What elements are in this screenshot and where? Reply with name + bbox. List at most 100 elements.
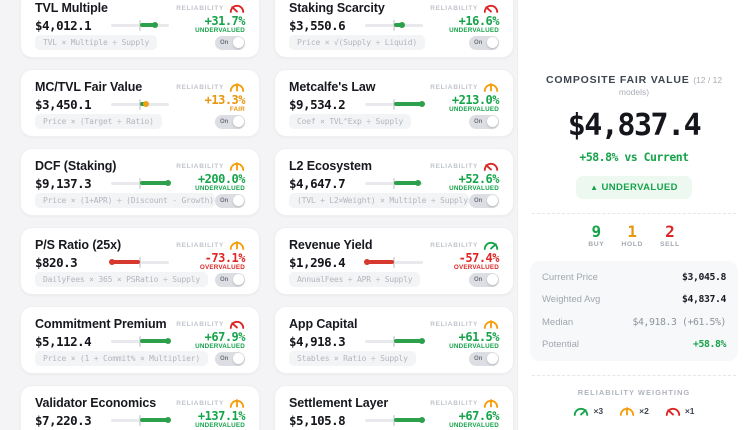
model-toggle[interactable]: On: [215, 114, 245, 129]
model-card: Staking Scarcity RELIABILITY $3,550.6 +1…: [274, 0, 514, 58]
slider-fill: [140, 181, 168, 186]
model-formula: Price × (1 + Commit% × Multiplier): [35, 351, 208, 367]
models-grid: TVL Multiple RELIABILITY $4,012.1 +31.7%…: [20, 0, 514, 430]
reliability-gauge-icon: [483, 4, 499, 13]
valuation-slider: [111, 177, 171, 189]
stat-value: $3,045.8: [682, 271, 726, 283]
model-status: UNDERVALUED: [195, 422, 245, 430]
model-deviation: +200.0% UNDERVALUED: [179, 172, 245, 193]
toggle-knob: [486, 116, 498, 128]
weighting-x1: ×1: [665, 405, 695, 417]
reliability-gauge-icon: [483, 320, 499, 329]
slider-dot: [164, 180, 171, 187]
model-card-footer: Price × √(Supply ÷ Liquid) On: [289, 35, 499, 51]
model-toggle[interactable]: On: [469, 193, 499, 208]
toggle-knob: [232, 116, 244, 128]
reliability-label: RELIABILITY: [176, 320, 224, 328]
model-toggle[interactable]: On: [215, 35, 245, 50]
toggle-knob: [232, 274, 244, 286]
composite-title-text: COMPOSITE FAIR VALUE: [545, 74, 690, 86]
model-value-row: $5,105.8 +67.6% UNDERVALUED: [289, 409, 500, 430]
model-toggle[interactable]: On: [215, 351, 245, 366]
valuation-slider: [111, 335, 171, 347]
model-status: UNDERVALUED: [195, 185, 245, 193]
model-status: UNDERVALUED: [449, 422, 499, 430]
slider-fill: [367, 260, 394, 265]
model-card-footer: Price × (1+APR) ÷ (Discount - Growth) On: [35, 193, 245, 209]
model-toggle[interactable]: On: [469, 272, 499, 287]
model-title: MC/TVL Fair Value: [35, 80, 143, 94]
reliability-gauge-icon: [483, 399, 499, 408]
slider-dot: [415, 180, 422, 187]
model-card-header: Commitment Premium RELIABILITY: [35, 317, 245, 331]
sell-signal: 2 SELL: [660, 222, 680, 249]
model-pct: +31.7%: [204, 14, 246, 28]
model-card-header: Staking Scarcity RELIABILITY: [289, 1, 499, 15]
toggle-knob: [232, 195, 244, 207]
toggle-knob: [486, 195, 498, 207]
model-card-footer: DailyFees × 365 × PSRatio ÷ Supply On: [35, 272, 245, 288]
model-title: Commitment Premium: [35, 317, 167, 331]
toggle-on-label: On: [474, 355, 483, 362]
model-value-row: $9,137.3 +200.0% UNDERVALUED: [35, 172, 246, 193]
stat-label: Weighted Avg: [542, 294, 601, 306]
hold-count: 1: [627, 222, 637, 241]
reliability-gauge-icon: [229, 83, 245, 92]
model-fair-value: $3,450.1: [35, 96, 92, 112]
model-toggle[interactable]: On: [215, 193, 245, 208]
valuation-slider: [364, 256, 423, 268]
slider-fill: [394, 339, 422, 344]
multiplier-label: ×1: [684, 406, 695, 417]
model-value-row: $820.3 -73.1% OVERVALUED: [35, 251, 246, 272]
model-value-row: $4,918.3 +61.5% UNDERVALUED: [289, 330, 500, 351]
toggle-on-label: On: [474, 39, 483, 46]
model-card-footer: Coef × TVL^Exp ÷ Supply On: [289, 114, 499, 130]
stat-median: Median $4,918.3 (+61.5%): [542, 311, 726, 334]
reliability-indicator: RELIABILITY: [430, 397, 499, 409]
badge-label: UNDERVALUED: [601, 182, 678, 193]
model-card-footer: Price × (Target ÷ Ratio) On: [35, 114, 245, 130]
model-title: Settlement Layer: [289, 396, 389, 410]
reliability-label: RELIABILITY: [176, 4, 224, 12]
model-pct: +13.3%: [204, 93, 246, 107]
model-deviation: +52.6% UNDERVALUED: [433, 172, 499, 193]
reliability-label: RELIABILITY: [430, 241, 478, 249]
model-card: Metcalfe's Law RELIABILITY $9,534.2 +213…: [274, 69, 514, 137]
slider-center-tick: [393, 256, 395, 268]
valuation-slider: [365, 414, 425, 426]
toggle-on-label: On: [474, 118, 483, 125]
model-card-header: App Capital RELIABILITY: [289, 317, 499, 331]
composite-value: $4,837.4: [567, 108, 702, 143]
model-status: OVERVALUED: [199, 264, 245, 272]
reliability-gauge-icon: [229, 399, 245, 408]
multiplier-label: ×3: [593, 406, 604, 417]
slider-fill: [394, 418, 422, 423]
buy-label: BUY: [588, 241, 605, 249]
model-formula: Price × √(Supply ÷ Liquid): [289, 35, 426, 51]
model-title: Validator Economics: [35, 396, 157, 410]
model-deviation: +137.1% UNDERVALUED: [179, 409, 245, 430]
reliability-gauge-icon: [483, 162, 499, 171]
model-title: Revenue Yield: [289, 238, 373, 252]
model-toggle[interactable]: On: [469, 35, 499, 50]
toggle-on-label: On: [220, 355, 229, 362]
slider-dot: [109, 259, 116, 266]
slider-dot: [398, 22, 405, 29]
slider-dot: [418, 338, 425, 345]
model-status: UNDERVALUED: [449, 106, 499, 114]
reliability-gauge-icon: [229, 320, 245, 329]
model-deviation: +61.5% UNDERVALUED: [433, 330, 499, 351]
model-card-header: Metcalfe's Law RELIABILITY: [289, 80, 499, 94]
model-toggle[interactable]: On: [215, 272, 245, 287]
model-toggle[interactable]: On: [469, 351, 499, 366]
model-status: UNDERVALUED: [449, 343, 499, 351]
model-toggle[interactable]: On: [469, 114, 499, 129]
valuation-slider: [365, 19, 423, 31]
model-value-row: $3,550.6 +16.6% UNDERVALUED: [289, 14, 500, 35]
model-status: UNDERVALUED: [195, 27, 245, 35]
model-card: Validator Economics RELIABILITY $7,220.3…: [20, 385, 260, 430]
undervalued-badge: ▲ UNDERVALUED: [576, 176, 692, 199]
reliability-indicator: RELIABILITY: [430, 81, 499, 93]
model-card-footer: Price × (1 + Commit% × Multiplier) On: [35, 351, 245, 367]
model-formula: Stables × Ratio ÷ Supply: [289, 351, 416, 367]
